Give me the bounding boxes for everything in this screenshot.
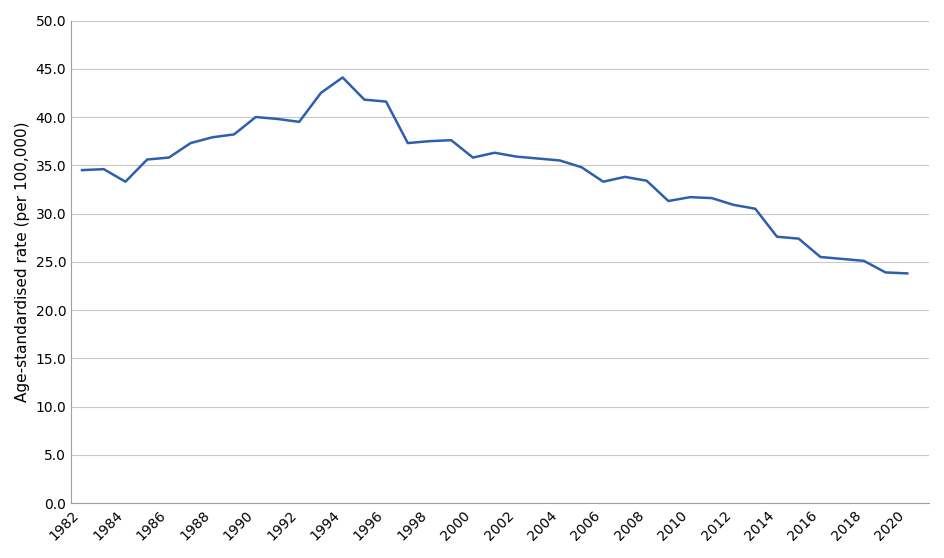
Y-axis label: Age-standardised rate (per 100,000): Age-standardised rate (per 100,000)	[15, 122, 30, 402]
